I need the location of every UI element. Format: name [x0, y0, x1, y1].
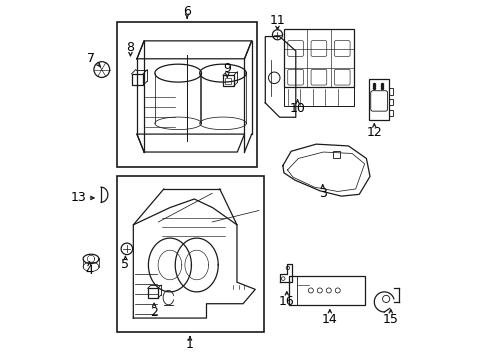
Text: 12: 12 — [366, 126, 382, 139]
Bar — [388, 110, 392, 116]
Text: 2: 2 — [150, 306, 158, 319]
Text: 4: 4 — [85, 264, 93, 277]
Bar — [147, 288, 158, 298]
Bar — [117, 22, 257, 167]
Bar — [284, 30, 353, 87]
Bar — [368, 78, 388, 120]
Bar — [333, 151, 339, 158]
Bar — [289, 276, 297, 305]
Bar — [117, 176, 264, 332]
Text: 9: 9 — [223, 62, 231, 75]
Text: 5: 5 — [121, 258, 129, 271]
Text: 15: 15 — [382, 312, 398, 326]
Bar — [289, 276, 364, 305]
Text: 10: 10 — [289, 102, 305, 115]
Text: 6: 6 — [183, 5, 191, 18]
Text: 8: 8 — [126, 41, 134, 54]
Bar — [225, 78, 231, 84]
Text: 3: 3 — [318, 187, 326, 200]
Bar — [223, 75, 233, 86]
Text: 11: 11 — [269, 14, 285, 27]
Text: 16: 16 — [278, 295, 294, 308]
Text: 1: 1 — [185, 338, 194, 351]
Bar — [131, 74, 142, 85]
Bar — [388, 99, 392, 105]
Bar — [284, 87, 353, 107]
Bar — [388, 88, 392, 95]
Text: 14: 14 — [321, 312, 337, 326]
Text: 13: 13 — [70, 192, 86, 204]
Text: 7: 7 — [87, 51, 95, 64]
